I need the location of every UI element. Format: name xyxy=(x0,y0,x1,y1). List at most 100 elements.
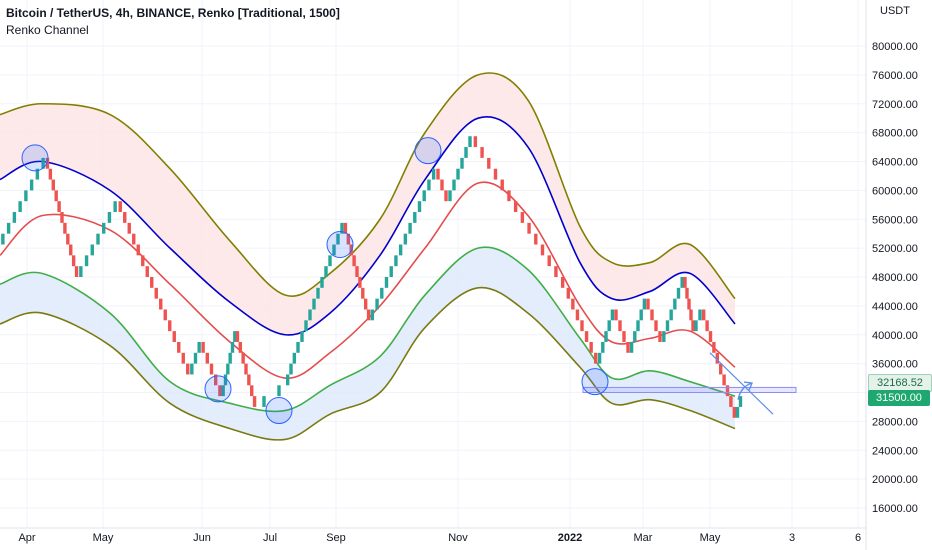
down-brick xyxy=(51,179,55,191)
down-brick xyxy=(560,277,565,288)
up-brick xyxy=(90,244,94,256)
up-brick xyxy=(113,201,117,213)
down-brick xyxy=(141,255,145,267)
price-tick-label: 52000.00 xyxy=(872,243,918,255)
grid-lines xyxy=(0,0,867,550)
up-brick xyxy=(607,320,611,332)
up-brick xyxy=(24,190,28,202)
down-brick xyxy=(247,374,251,386)
up-brick xyxy=(694,320,698,332)
down-brick xyxy=(575,309,580,321)
price-axis[interactable]: 16000.0020000.0024000.0028000.0032000.00… xyxy=(872,41,918,515)
down-brick xyxy=(235,331,240,342)
highlight-circle xyxy=(326,231,354,259)
down-brick xyxy=(252,396,257,407)
highlight-circle xyxy=(581,368,609,396)
down-brick xyxy=(473,136,478,148)
up-brick xyxy=(226,363,230,375)
up-brick xyxy=(292,352,297,364)
down-brick xyxy=(45,157,50,169)
up-brick xyxy=(431,168,436,180)
down-brick xyxy=(136,244,140,256)
up-brick xyxy=(308,309,312,321)
down-brick xyxy=(705,320,709,332)
currency-label[interactable]: USDT xyxy=(880,5,910,17)
down-brick xyxy=(355,266,359,277)
down-brick xyxy=(540,244,545,256)
down-brick xyxy=(69,244,73,256)
forecast-arrow xyxy=(737,382,753,400)
down-brick xyxy=(444,190,448,202)
up-brick xyxy=(1,233,5,245)
highlight-circle xyxy=(265,397,293,425)
down-brick xyxy=(436,168,440,180)
up-brick xyxy=(285,374,290,386)
down-brick xyxy=(500,179,504,191)
down-brick xyxy=(145,266,149,277)
up-brick xyxy=(394,255,398,267)
down-brick xyxy=(352,255,356,267)
time-tick-label: Jun xyxy=(193,532,211,544)
down-brick xyxy=(719,363,723,375)
time-tick-label: Nov xyxy=(448,532,468,544)
down-brick xyxy=(614,309,618,321)
up-brick xyxy=(332,244,336,256)
highlight-circle xyxy=(21,144,49,172)
price-tick-label: 40000.00 xyxy=(872,330,918,342)
down-brick xyxy=(580,320,584,332)
down-brick xyxy=(689,309,693,321)
down-brick xyxy=(361,287,365,299)
up-brick xyxy=(190,363,194,375)
up-brick xyxy=(413,212,417,223)
chart-header: Bitcoin / TetherUS, 4h, BINANCE, Renko [… xyxy=(6,5,340,39)
channel-line-lower-outer xyxy=(0,286,736,441)
up-brick xyxy=(639,309,643,321)
down-brick xyxy=(71,255,76,267)
price-tag-upper: 32168.52 xyxy=(868,374,932,392)
up-brick xyxy=(389,266,393,277)
up-brick xyxy=(604,331,608,342)
up-brick xyxy=(380,287,384,299)
symbol-title[interactable]: Bitcoin / TetherUS, 4h, BINANCE, Renko [… xyxy=(6,6,340,20)
down-brick xyxy=(118,201,122,213)
down-brick xyxy=(214,374,218,386)
up-brick xyxy=(304,320,308,332)
up-brick xyxy=(328,255,332,267)
down-brick xyxy=(186,363,190,375)
up-brick xyxy=(738,396,743,407)
up-brick xyxy=(456,168,460,180)
up-brick xyxy=(680,277,684,288)
down-brick xyxy=(650,309,654,321)
up-brick xyxy=(665,320,670,332)
up-brick xyxy=(230,341,235,353)
down-brick xyxy=(712,341,716,353)
down-brick xyxy=(74,266,79,277)
up-brick xyxy=(12,212,17,223)
up-brick xyxy=(41,157,45,169)
down-brick xyxy=(54,190,58,202)
price-tick-label: 72000.00 xyxy=(872,99,918,111)
down-brick xyxy=(57,201,61,213)
up-brick xyxy=(629,341,634,353)
time-axis[interactable]: Apr May Jun Jul Sep Nov 2022 Mar May 3 6 xyxy=(18,532,861,544)
indicator-label[interactable]: Renko Channel xyxy=(6,23,89,37)
down-brick xyxy=(584,331,589,342)
up-brick xyxy=(102,222,106,234)
up-brick xyxy=(662,331,666,342)
trend-line xyxy=(709,352,774,415)
down-brick xyxy=(349,244,353,256)
up-brick xyxy=(673,298,677,310)
time-tick-label: 2022 xyxy=(558,532,582,544)
down-brick xyxy=(480,147,484,158)
up-brick xyxy=(422,190,426,202)
up-brick xyxy=(300,331,304,342)
down-brick xyxy=(177,341,181,353)
down-brick xyxy=(181,352,185,364)
down-brick xyxy=(343,222,348,234)
down-brick xyxy=(163,309,167,321)
up-brick xyxy=(633,331,637,342)
down-brick xyxy=(440,179,444,191)
up-brick xyxy=(18,201,22,213)
down-brick xyxy=(646,298,650,310)
